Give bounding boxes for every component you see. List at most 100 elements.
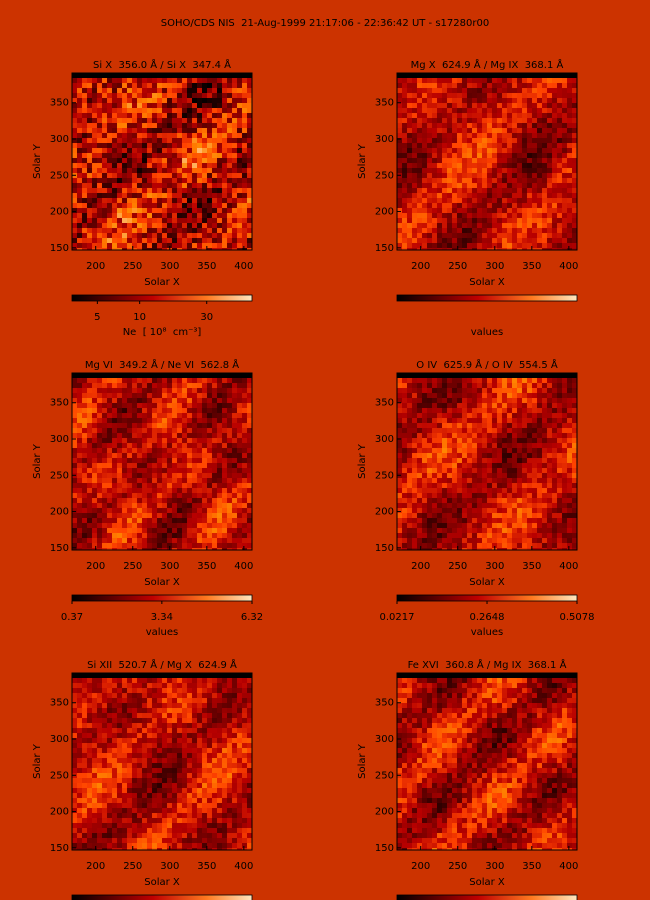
pixel — [162, 208, 167, 213]
pixel — [547, 443, 552, 448]
pixel — [427, 158, 432, 163]
pixel — [462, 123, 467, 128]
pixel — [152, 113, 157, 118]
pixel — [207, 213, 212, 218]
pixel — [407, 448, 412, 453]
pixel — [127, 128, 132, 133]
pixel — [137, 153, 142, 158]
pixel — [222, 248, 227, 250]
figure-title: SOHO/CDS NIS 21-Aug-1999 21:17:06 - 22:3… — [161, 18, 489, 29]
pixel — [202, 533, 207, 538]
pixel — [467, 193, 472, 198]
pixel — [177, 383, 182, 388]
pixel — [417, 433, 422, 438]
pixel — [517, 498, 522, 503]
pixel — [422, 233, 427, 238]
pixel — [437, 78, 442, 83]
pixel — [497, 78, 502, 83]
pixel — [167, 503, 172, 508]
pixel — [452, 143, 457, 148]
pixel — [137, 93, 142, 98]
pixel — [237, 523, 242, 528]
pixel — [177, 428, 182, 433]
pixel — [202, 493, 207, 498]
pixel — [492, 478, 497, 483]
pixel — [82, 418, 87, 423]
pixel — [442, 118, 447, 123]
pixel — [492, 198, 497, 203]
pixel — [237, 418, 242, 423]
pixel — [197, 138, 202, 143]
pixel — [442, 508, 447, 513]
pixel — [162, 513, 167, 518]
pixel — [242, 433, 247, 438]
pixel — [77, 183, 82, 188]
pixel — [552, 158, 557, 163]
pixel — [247, 388, 252, 393]
pixel — [512, 238, 517, 243]
pixel — [107, 83, 112, 88]
pixel — [77, 548, 82, 550]
pixel — [117, 213, 122, 218]
pixel — [402, 438, 407, 443]
pixel — [207, 383, 212, 388]
pixel — [82, 503, 87, 508]
pixel — [152, 443, 157, 448]
pixel — [537, 428, 542, 433]
pixel — [97, 383, 102, 388]
pixel — [172, 498, 177, 503]
pixel — [157, 223, 162, 228]
pixel — [487, 243, 492, 248]
pixel — [427, 383, 432, 388]
pixel — [572, 483, 577, 488]
pixel — [497, 153, 502, 158]
pixel — [232, 523, 237, 528]
pixel — [572, 463, 577, 468]
pixel — [437, 233, 442, 238]
pixel — [132, 93, 137, 98]
pixel — [467, 488, 472, 493]
pixel — [437, 458, 442, 463]
pixel — [162, 123, 167, 128]
pixel — [517, 113, 522, 118]
pixel — [517, 108, 522, 113]
pixel — [512, 98, 517, 103]
pixel — [147, 233, 152, 238]
pixel — [162, 158, 167, 163]
pixel — [232, 413, 237, 418]
pixel — [217, 153, 222, 158]
pixel — [567, 423, 572, 428]
pixel — [472, 458, 477, 463]
pixel — [547, 403, 552, 408]
pixel — [72, 483, 77, 488]
pixel — [432, 383, 437, 388]
pixel — [412, 463, 417, 468]
pixel — [112, 458, 117, 463]
pixel — [517, 178, 522, 183]
pixel — [197, 483, 202, 488]
pixel — [477, 483, 482, 488]
pixel — [547, 458, 552, 463]
pixel — [147, 523, 152, 528]
pixel — [177, 453, 182, 458]
pixel — [452, 88, 457, 93]
pixel — [87, 238, 92, 243]
pixel — [72, 458, 77, 463]
pixel — [217, 443, 222, 448]
pixel — [77, 498, 82, 503]
pixel — [137, 498, 142, 503]
pixel — [562, 493, 567, 498]
pixel — [167, 438, 172, 443]
pixel — [237, 128, 242, 133]
pixel — [567, 118, 572, 123]
pixel — [177, 143, 182, 148]
pixel — [92, 528, 97, 533]
pixel — [462, 428, 467, 433]
pixel — [432, 88, 437, 93]
pixel — [462, 83, 467, 88]
pixel — [547, 483, 552, 488]
pixel — [137, 123, 142, 128]
pixel — [72, 498, 77, 503]
pixel — [77, 468, 82, 473]
pixel — [177, 88, 182, 93]
